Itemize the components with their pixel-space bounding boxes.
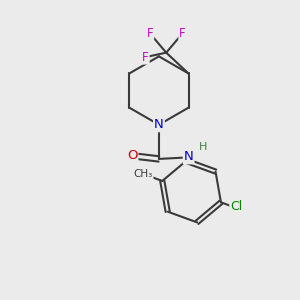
- Text: H: H: [198, 142, 207, 152]
- Text: F: F: [179, 27, 186, 40]
- Text: O: O: [127, 149, 137, 162]
- Text: CH₃: CH₃: [133, 169, 153, 178]
- Text: N: N: [154, 118, 164, 131]
- Text: N: N: [184, 150, 194, 163]
- Text: F: F: [147, 27, 153, 40]
- Text: Cl: Cl: [230, 200, 242, 213]
- Text: F: F: [142, 51, 149, 64]
